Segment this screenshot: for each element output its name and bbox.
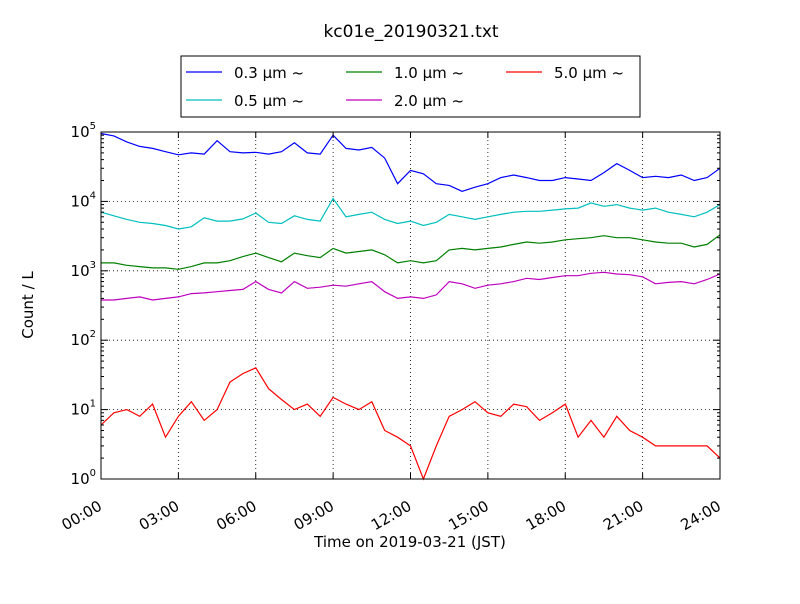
x-tick-label: 21:00 xyxy=(600,497,646,534)
series-lines xyxy=(100,132,721,481)
legend-box xyxy=(180,55,641,118)
x-axis-label: Time on 2019-03-21 (JST) xyxy=(313,533,506,551)
x-tick-label: 03:00 xyxy=(136,497,182,534)
y-tick-label: 102 xyxy=(71,329,96,349)
legend: 0.3 μm ~ 0.5 μm ~ 1.0 μm ~ 2.0 μm ~ 5.0 μm ~ xyxy=(180,55,641,118)
legend-label: 0.3 μm ~ xyxy=(234,64,304,82)
series-line-2 xyxy=(100,197,721,230)
series-line-4 xyxy=(101,271,721,301)
x-tick-label: 09:00 xyxy=(291,497,337,534)
y-axis-label: Count / L xyxy=(19,271,37,339)
y-axis-tick-labels: 100 101 102 103 104 105 xyxy=(71,121,96,488)
x-tick-label: 12:00 xyxy=(368,497,414,534)
legend-label: 5.0 μm ~ xyxy=(554,64,624,82)
axis-ticks xyxy=(100,131,721,480)
x-axis-tick-labels: 00:00 03:00 06:00 09:00 12:00 15:00 18:00 21:00… xyxy=(59,497,724,534)
series-line-3 xyxy=(101,234,721,270)
y-tick-label: 104 xyxy=(71,190,96,210)
legend-label: 0.5 μm ~ xyxy=(234,92,304,110)
x-tick-label: 06:00 xyxy=(213,497,259,534)
y-tick-label: 105 xyxy=(71,121,96,141)
y-tick-label: 103 xyxy=(71,260,96,280)
y-tick-label: 101 xyxy=(71,399,96,419)
series-line-1 xyxy=(100,132,721,192)
series-line-5 xyxy=(100,367,721,481)
legend-label: 2.0 μm ~ xyxy=(394,92,464,110)
x-tick-label: 24:00 xyxy=(678,497,724,534)
x-tick-label: 18:00 xyxy=(523,497,569,534)
chart-title: kc01e_20190321.txt xyxy=(323,22,498,42)
y-tick-label: 100 xyxy=(71,468,96,488)
x-tick-label: 15:00 xyxy=(445,497,491,534)
x-tick-label: 00:00 xyxy=(59,497,105,534)
legend-label: 1.0 μm ~ xyxy=(394,64,464,82)
